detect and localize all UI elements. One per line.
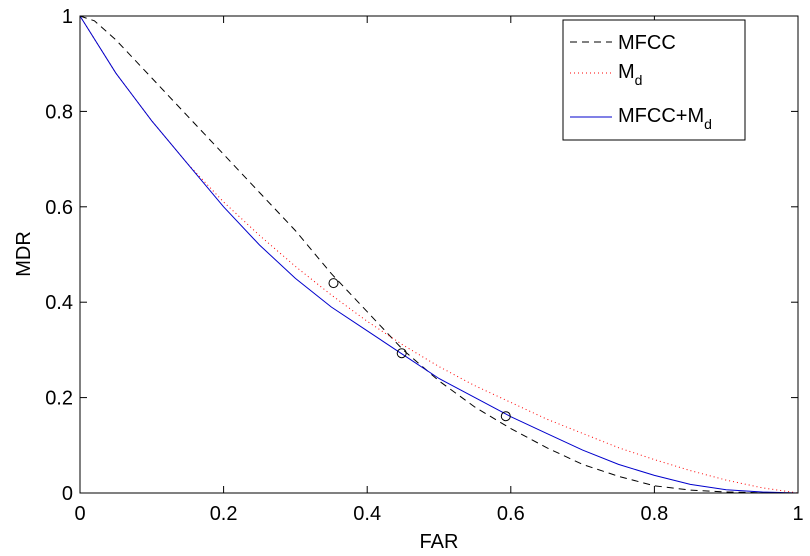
legend-label-md: Md [618,61,642,88]
operating-point-marker [396,348,407,359]
legend-box [562,19,746,141]
series-line-mfcc [79,15,799,494]
x-tick-label: 0.8 [640,503,668,525]
y-tick-label: 0.4 [45,292,73,314]
legend-label-mfcc-md: MFCC+Md [618,105,712,132]
operating-point-marker [500,411,511,422]
y-tick-label: 0 [62,483,73,505]
marker-layer [328,278,511,422]
x-tick-label: 0.2 [210,503,238,525]
legend: MFCC Md MFCC+Md [562,19,746,141]
tick-layer: 0 0.2 0.4 0.6 0.8 1 0 0.2 0.4 0.6 0.8 1 [45,6,803,525]
series-line-mfcc-md [79,15,799,494]
y-tick-label: 0.2 [45,388,73,410]
y-axis-label: MDR [13,231,35,277]
y-tick-label: 0.8 [45,101,73,123]
legend-label-mfcc: MFCC [618,32,676,54]
x-tick-label: 0.6 [497,503,525,525]
y-tick-label: 0.6 [45,197,73,219]
x-axis-label: FAR [420,531,459,551]
x-tick-label: 0.4 [353,503,381,525]
operating-point-marker [328,278,339,289]
series-layer [79,15,799,494]
x-tick-label: 1 [792,503,803,525]
series-line-md [79,15,799,494]
x-tick-label: 0 [74,503,85,525]
plot-frame [79,15,799,494]
y-tick-label: 1 [62,6,73,28]
